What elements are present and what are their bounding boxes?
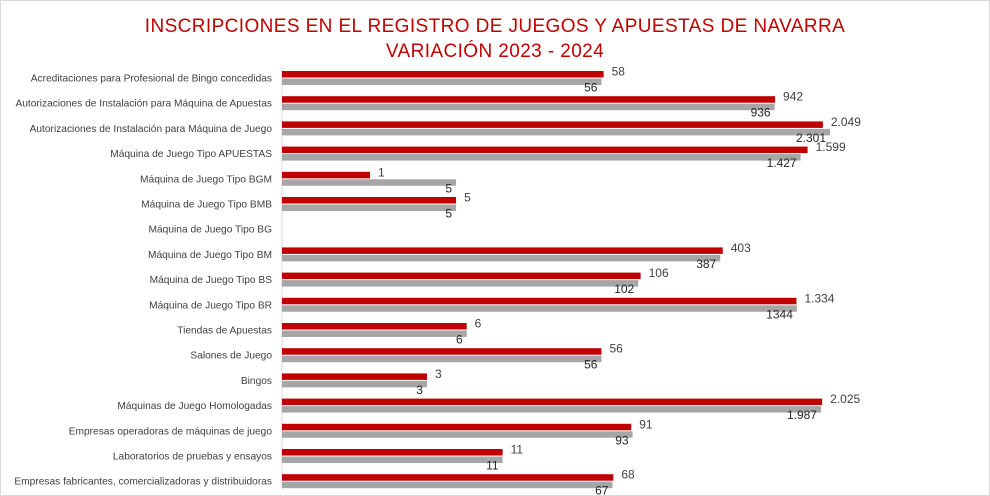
data-label-2024: 1 xyxy=(378,165,385,179)
category-label: Laboratorios de pruebas y ensayos xyxy=(113,452,272,463)
category-label: Autorizaciones de Instalación para Máqui… xyxy=(15,99,272,110)
data-label-2024: 6 xyxy=(475,317,482,331)
bar-2024 xyxy=(282,71,604,78)
category-label: Máquinas de Juego Homologadas xyxy=(117,401,272,412)
data-label-2023: 1344 xyxy=(766,307,793,321)
category-label: Empresas operadoras de máquinas de juego xyxy=(69,426,273,437)
bar-2024 xyxy=(282,373,427,380)
bar-2023 xyxy=(282,78,602,85)
category-label: Bingos xyxy=(241,376,272,387)
bar-2024 xyxy=(282,121,823,128)
data-label-2024: 2.025 xyxy=(830,392,860,406)
bar-2023 xyxy=(282,128,831,136)
bar-2024 xyxy=(282,449,503,456)
bar-2023 xyxy=(282,456,503,463)
data-label-2024: 1.334 xyxy=(804,291,834,305)
bar-2024 xyxy=(282,272,641,280)
bar-2023 xyxy=(282,179,457,186)
bar-2023 xyxy=(282,305,797,312)
category-label: Tiendas de Apuestas xyxy=(177,326,272,337)
data-label-2024: 11 xyxy=(511,443,524,457)
data-label-2024: 2.049 xyxy=(831,115,861,129)
data-label-2023: 102 xyxy=(614,282,634,296)
data-label-2023: 387 xyxy=(696,257,716,271)
bar-2023 xyxy=(282,204,457,211)
bar-2024 xyxy=(282,247,723,254)
category-label: Máquina de Juego Tipo BG xyxy=(149,225,273,236)
bar-2024 xyxy=(282,96,776,103)
bar-2024 xyxy=(282,474,614,481)
data-label-2023: 936 xyxy=(751,106,771,120)
category-label: Máquina de Juego Tipo APUESTAS xyxy=(110,149,272,160)
bar-2024 xyxy=(282,197,457,204)
category-label: Empresas fabricantes, comercializadoras … xyxy=(14,477,272,488)
bar-2023 xyxy=(282,330,467,337)
category-label: Autorizaciones de Instalación para Máqui… xyxy=(30,124,273,135)
data-label-2023: 6 xyxy=(456,333,463,347)
data-label-2024: 106 xyxy=(649,266,669,280)
data-label-2024: 91 xyxy=(639,417,653,431)
category-label: Máquina de Juego Tipo BR xyxy=(149,300,272,311)
data-label-2023: 5 xyxy=(445,181,452,195)
data-label-2023: 2.301 xyxy=(796,131,826,145)
data-label-2024: 403 xyxy=(731,241,751,255)
chart-subtitle: VARIACIÓN 2023 - 2024 xyxy=(385,41,605,62)
data-label-2023: 56 xyxy=(584,358,598,372)
category-label: Máquina de Juego Tipo BM xyxy=(148,250,272,261)
bar-2024 xyxy=(282,297,797,305)
bar-2023 xyxy=(282,280,639,287)
bar-2023 xyxy=(282,431,633,438)
chart-title: INSCRIPCIONES EN EL REGISTRO DE JUEGOS Y… xyxy=(144,16,846,37)
category-label: Máquina de Juego Tipo BMB xyxy=(141,200,272,211)
data-label-2023: 1.987 xyxy=(787,408,817,422)
bar-2024 xyxy=(282,171,371,179)
data-label-2024: 56 xyxy=(609,342,623,356)
bar-2023 xyxy=(282,254,721,262)
data-label-2024: 942 xyxy=(783,90,803,104)
bar-2024 xyxy=(282,146,808,154)
data-label-2023: 67 xyxy=(595,484,609,496)
category-label: Máquina de Juego Tipo BS xyxy=(150,275,273,286)
data-label-2024: 5 xyxy=(464,191,471,205)
bar-2023 xyxy=(282,481,613,489)
data-label-2023: 3 xyxy=(416,383,423,397)
bar-2023 xyxy=(282,154,801,161)
bar-2024 xyxy=(282,323,467,330)
bar-2024 xyxy=(282,348,602,355)
data-label-2023: 5 xyxy=(445,207,452,221)
data-label-2023: 1.427 xyxy=(767,156,797,170)
data-label-2024: 58 xyxy=(612,65,626,79)
bar-2024 xyxy=(282,398,823,406)
category-label: Máquina de Juego Tipo BGM xyxy=(140,174,272,185)
category-label: Salones de Juego xyxy=(190,351,272,362)
data-label-2024: 3 xyxy=(435,367,442,381)
data-label-2023: 56 xyxy=(584,81,598,95)
bar-2023 xyxy=(282,380,427,388)
bar-2023 xyxy=(282,103,775,111)
bar-2024 xyxy=(282,423,632,431)
data-label-2024: 68 xyxy=(621,468,635,482)
category-label: Acreditaciones para Profesional de Bingo… xyxy=(31,74,272,85)
data-label-2023: 11 xyxy=(486,459,499,473)
bar-2023 xyxy=(282,406,821,413)
data-label-2023: 93 xyxy=(615,433,629,447)
data-label-2024: 1.599 xyxy=(816,140,846,154)
bar-2023 xyxy=(282,355,602,363)
